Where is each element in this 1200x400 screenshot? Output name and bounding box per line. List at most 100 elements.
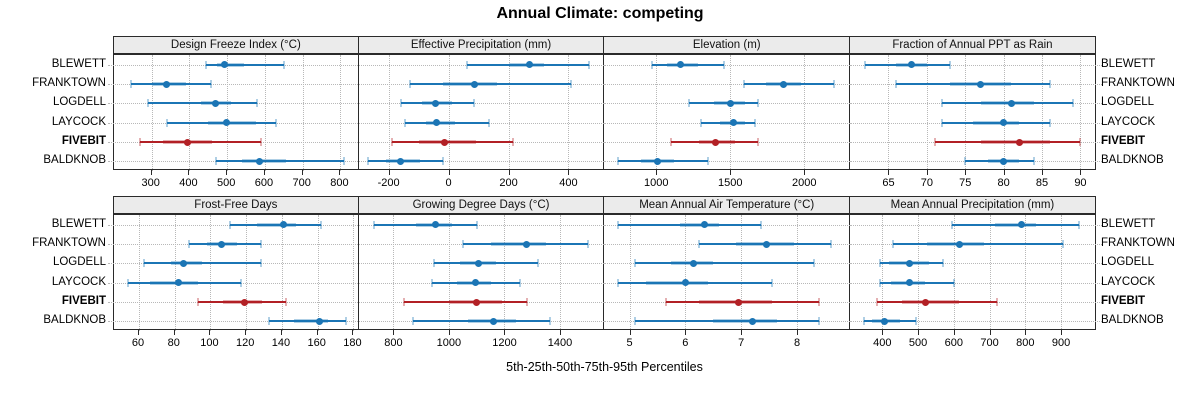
panel-strip-label: Mean Annual Precipitation (mm) xyxy=(890,199,1055,211)
whisker-cap-low xyxy=(933,138,936,146)
iqr-band xyxy=(972,120,1019,125)
gridline xyxy=(227,55,229,171)
axis-tick xyxy=(1003,170,1005,175)
site-label-left: FIVEBIT xyxy=(61,295,106,307)
axis-tick xyxy=(301,170,303,175)
median-dot xyxy=(727,99,735,107)
whisker-cap-low xyxy=(895,80,898,88)
whisker-cap-high xyxy=(210,80,213,88)
gridline xyxy=(358,103,605,105)
whisker-cap-high xyxy=(948,60,951,69)
whisker-cap-high xyxy=(995,298,998,306)
whisker-cap-high xyxy=(915,317,918,326)
gridline xyxy=(353,215,355,331)
site-label-left: LAYCOCK xyxy=(51,115,106,128)
iqr-band xyxy=(426,120,455,125)
axis-tick-label: 700 xyxy=(980,337,999,349)
axis-tick xyxy=(245,330,247,335)
gridline xyxy=(568,55,570,171)
site-label-left: FRANKTOWN xyxy=(32,77,106,89)
axis-tick xyxy=(316,330,318,335)
axis-tick xyxy=(730,170,732,175)
axis-tick-label: 1000 xyxy=(643,177,669,189)
median-dot xyxy=(677,61,685,69)
panel-strip: Growing Degree Days (°C) xyxy=(358,196,605,214)
site-label-right: BALDKNOB xyxy=(1101,314,1164,327)
axis-tick-label: 140 xyxy=(271,337,291,349)
whisker-range-line xyxy=(965,160,1035,163)
whisker-range-line xyxy=(896,83,1050,85)
x-axis-caption: 5th-25th-50th-75th-95th Percentiles xyxy=(506,360,703,374)
whisker-cap-high xyxy=(952,278,955,287)
axis-tick xyxy=(209,330,211,335)
panel-strip: Mean Annual Precipitation (mm) xyxy=(850,196,1096,214)
whisker-range-line xyxy=(942,121,1050,124)
panel-elevation-m- xyxy=(604,54,851,171)
axis-tick-label: 100 xyxy=(200,337,219,349)
gridline xyxy=(302,55,304,171)
panel-strip: Mean Annual Air Temperature (°C) xyxy=(604,196,851,214)
iqr-band xyxy=(713,319,778,324)
whisker-range-line xyxy=(130,83,212,85)
whisker-cap-low xyxy=(214,157,217,166)
panel-design-freeze-index-c- xyxy=(108,54,360,171)
axis-tick-label: 300 xyxy=(141,177,160,189)
whisker-cap-high xyxy=(536,259,539,268)
gridline xyxy=(604,161,851,163)
axis-tick-label: 400 xyxy=(559,177,578,189)
axis-tick-label: 85 xyxy=(1035,177,1049,189)
whisker-cap-low xyxy=(465,60,468,69)
whisker-range-line xyxy=(665,301,820,303)
panel-growing-degree-days-c- xyxy=(358,214,605,331)
gridline xyxy=(393,215,395,331)
whisker-cap-low xyxy=(390,138,393,146)
axis-tick-label: 400 xyxy=(873,337,892,349)
whisker-cap-high xyxy=(723,60,726,69)
axis-tick xyxy=(352,330,354,335)
axis-tick-label: 5 xyxy=(626,337,633,349)
whisker-cap-high xyxy=(1061,240,1064,248)
panel-strip-label: Growing Degree Days (°C) xyxy=(412,199,550,211)
whisker-cap-high xyxy=(488,118,491,127)
axis-tick xyxy=(508,170,510,175)
axis-tick-label: 1200 xyxy=(492,337,517,349)
site-label-right: LOGDELL xyxy=(1101,96,1155,109)
panel-fraction-of-annual-ppt-as-rain xyxy=(850,54,1102,171)
panel-strip: Effective Precipitation (mm) xyxy=(358,36,605,54)
gridline xyxy=(965,55,967,171)
iqr-band xyxy=(208,120,256,125)
whisker-cap-low xyxy=(864,60,867,69)
median-dot xyxy=(908,61,916,69)
panel-mean-annual-air-temperature-c- xyxy=(604,214,851,331)
median-dot xyxy=(523,240,531,248)
gridline xyxy=(850,321,1102,323)
whisker-cap-low xyxy=(634,317,637,326)
gridline xyxy=(685,215,687,331)
gridline xyxy=(317,215,319,331)
iqr-band xyxy=(242,159,286,164)
gridline xyxy=(281,215,283,331)
whisker-range-line xyxy=(405,121,490,124)
axis-tick-label: 160 xyxy=(307,337,326,349)
whisker-range-line xyxy=(230,223,322,226)
iqr-band xyxy=(294,319,329,324)
whisker-cap-high xyxy=(475,220,478,229)
axis-tick-label: 400 xyxy=(179,177,198,189)
median-dot xyxy=(681,279,689,287)
axis-tick-label: 900 xyxy=(1051,337,1071,349)
site-label-right: LAYCOCK xyxy=(1101,115,1156,128)
panel-strip-label: Fraction of Annual PPT as Rain xyxy=(892,39,1053,51)
gridline xyxy=(388,55,390,171)
median-dot xyxy=(955,240,963,248)
axis-tick-label: 800 xyxy=(384,337,403,349)
median-dot xyxy=(921,298,929,306)
whisker-range-line xyxy=(934,141,1081,143)
axis-tick xyxy=(1061,330,1063,335)
panel-strip-label: Mean Annual Air Temperature (°C) xyxy=(639,199,815,211)
whisker-range-line xyxy=(147,102,258,105)
whisker-range-line xyxy=(700,121,756,124)
gridline xyxy=(804,55,806,171)
iqr-band xyxy=(994,222,1037,227)
site-label-left: LOGDELL xyxy=(52,256,106,269)
whisker-cap-low xyxy=(129,80,132,88)
